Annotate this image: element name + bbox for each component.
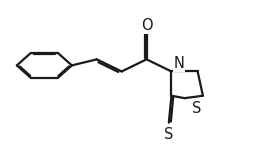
Text: N: N [174,56,185,71]
Text: S: S [192,101,202,116]
Text: S: S [164,127,174,142]
Text: O: O [141,18,152,33]
